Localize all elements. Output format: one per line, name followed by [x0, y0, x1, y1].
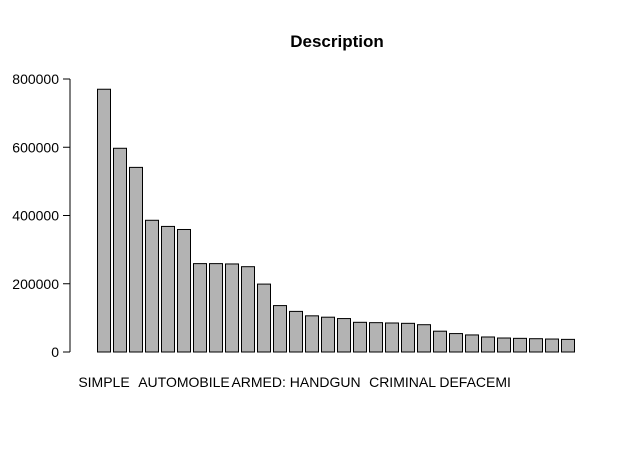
- bar: [321, 316, 335, 353]
- bar: [545, 338, 559, 353]
- y-tick-label: 800000: [12, 71, 59, 87]
- bar: [497, 337, 511, 353]
- bar: [513, 337, 527, 353]
- x-category-label: AUTOMOBILE: [138, 374, 230, 390]
- bar: [161, 225, 175, 353]
- bar: [177, 228, 191, 353]
- bar: [257, 283, 271, 353]
- bar: [417, 324, 431, 353]
- bar: [273, 305, 287, 353]
- bar: [449, 333, 463, 353]
- bar: [353, 321, 367, 353]
- category-labels-group: SIMPLE AUTOMOBILE ARMED: HANDGUN CRIMINAL D…: [78, 374, 511, 390]
- y-axis: 0 200000 400000 600000 800000: [12, 71, 71, 360]
- bar: [369, 322, 383, 353]
- bar: [529, 338, 543, 353]
- x-category-label: CRIMINAL DEFACEMI: [369, 374, 511, 390]
- bar: [401, 322, 415, 353]
- y-tick-label: 200000: [12, 276, 59, 292]
- chart-title: Description: [290, 32, 384, 51]
- bar: [561, 338, 575, 353]
- bar: [481, 336, 495, 353]
- bar: [241, 266, 255, 353]
- bar: [385, 322, 399, 353]
- bar: [113, 147, 127, 353]
- bar: [465, 334, 479, 353]
- bar: [209, 263, 223, 353]
- bar: [305, 315, 319, 353]
- bar: [193, 263, 207, 353]
- bars-group: [97, 88, 575, 353]
- x-category-label: SIMPLE: [78, 374, 129, 390]
- x-category-label: ARMED: HANDGUN: [231, 374, 360, 390]
- y-tick-label: 400000: [12, 208, 59, 224]
- bar: [145, 219, 159, 353]
- bar: [433, 330, 447, 353]
- bar: [97, 88, 111, 353]
- bar: [337, 318, 351, 353]
- bar: [289, 310, 303, 353]
- y-tick-label: 600000: [12, 139, 59, 155]
- bar: [225, 263, 239, 353]
- bar: [129, 166, 143, 353]
- y-tick-label: 0: [51, 344, 59, 360]
